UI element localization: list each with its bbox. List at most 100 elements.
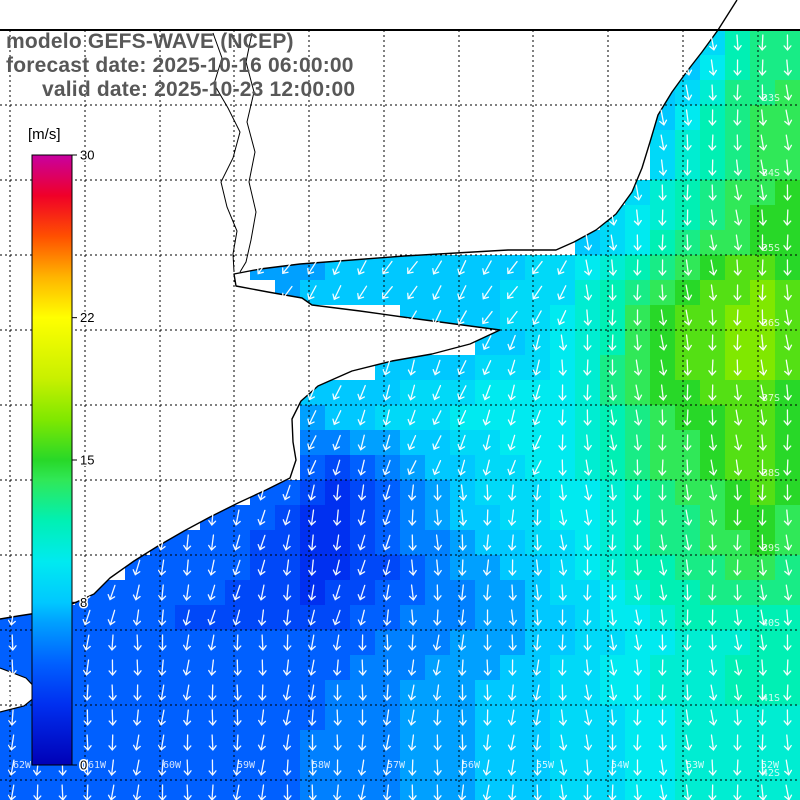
- wind-arrow: [708, 284, 717, 301]
- wind-arrow: [734, 184, 743, 201]
- wind-arrow: [784, 759, 793, 776]
- wind-arrow: [733, 709, 742, 727]
- wind-arrow: [207, 609, 216, 626]
- wind-arrow: [282, 684, 291, 701]
- wind-arrow: [233, 659, 242, 677]
- wind-arrow: [233, 759, 242, 776]
- wind-arrow: [357, 459, 366, 476]
- wind-arrow: [709, 684, 718, 701]
- wind-arrow: [282, 534, 291, 551]
- wind-arrow: [559, 534, 568, 551]
- wind-arrow: [458, 759, 467, 777]
- wind-arrow: [658, 384, 667, 401]
- wind-arrow: [108, 634, 117, 651]
- wind-arrow: [358, 484, 367, 501]
- wind-arrow: [758, 259, 767, 277]
- wind-arrow: [158, 759, 167, 776]
- wind-arrow: [382, 359, 391, 376]
- wind-arrow: [758, 109, 767, 126]
- wind-arrow: [683, 334, 692, 351]
- wind-arrow: [584, 484, 593, 501]
- wind-arrow: [208, 709, 217, 727]
- wind-arrow: [733, 684, 743, 701]
- wind-arrow: [507, 734, 516, 751]
- wind-arrow: [758, 34, 767, 52]
- wind-arrow: [733, 534, 742, 552]
- wind-arrow: [608, 759, 617, 777]
- wind-arrow: [684, 509, 693, 526]
- wind-arrow: [559, 509, 568, 526]
- wind-arrow: [783, 159, 792, 176]
- wind-arrow: [8, 634, 17, 652]
- wind-arrow: [759, 584, 768, 601]
- wind-arrow: [733, 559, 742, 577]
- wind-arrow: [533, 609, 542, 626]
- wind-arrow: [533, 534, 542, 552]
- wind-arrow: [708, 359, 717, 377]
- wind-arrow: [382, 584, 391, 601]
- wind-arrow: [307, 609, 316, 626]
- wind-arrow: [182, 634, 191, 651]
- wind-arrow: [308, 759, 317, 777]
- wind-arrow: [383, 659, 392, 677]
- wind-arrow: [258, 609, 267, 626]
- wind-arrow: [432, 435, 442, 451]
- wind-arrow: [634, 584, 643, 601]
- wind-arrow: [233, 634, 242, 652]
- wind-arrow: [658, 209, 667, 227]
- wind-arrow: [608, 384, 617, 401]
- wind-arrow: [458, 484, 467, 501]
- wind-arrow: [407, 285, 418, 300]
- wind-arrow: [634, 409, 643, 426]
- wind-arrow: [684, 284, 693, 301]
- lon-label: 52W: [761, 760, 780, 771]
- wind-arrow: [132, 759, 141, 776]
- wind-arrow: [533, 734, 542, 751]
- wind-arrow: [557, 260, 567, 275]
- valid-date-line: valid date: 2025-10-23 12:00:00: [42, 78, 356, 101]
- colorbar-tick-label: 22: [80, 310, 94, 325]
- wind-arrow: [658, 259, 667, 277]
- wind-arrow: [708, 509, 717, 526]
- wind-arrow: [734, 434, 743, 451]
- wind-arrow: [108, 709, 117, 727]
- wind-arrow: [382, 434, 391, 451]
- wind-arrow: [558, 634, 567, 652]
- wind-arrow: [784, 559, 793, 576]
- wind-arrow: [207, 584, 216, 601]
- wind-arrow: [332, 410, 342, 426]
- wind-arrow: [508, 684, 517, 701]
- wind-arrow: [658, 284, 667, 302]
- wind-arrow: [482, 335, 492, 351]
- wind-arrow: [408, 509, 417, 527]
- wind-arrow: [133, 609, 142, 626]
- lat-label: 42S: [762, 768, 780, 779]
- wind-arrow: [784, 134, 793, 151]
- wind-arrow: [283, 584, 292, 601]
- wind-arrow: [457, 285, 467, 301]
- wind-arrow: [432, 659, 441, 676]
- wind-arrow: [432, 384, 442, 401]
- wind-arrow: [483, 559, 492, 576]
- wind-arrow: [532, 409, 541, 426]
- wind-arrow: [358, 659, 367, 677]
- wind-arrow: [658, 484, 667, 502]
- colorbar-tick-label: 30: [80, 148, 94, 163]
- wind-arrow: [633, 734, 642, 752]
- wind-arrow: [533, 484, 542, 501]
- wind-arrow: [283, 559, 292, 576]
- wind-arrow: [634, 359, 643, 376]
- wind-arrow: [708, 209, 717, 226]
- wind-arrow: [684, 309, 693, 326]
- wind-arrow: [683, 434, 692, 452]
- wind-arrow: [383, 609, 392, 626]
- wind-arrow: [583, 634, 592, 652]
- wind-arrow: [458, 609, 467, 626]
- wind-arrow: [507, 709, 516, 726]
- wind-arrow: [759, 384, 768, 401]
- wind-arrow: [683, 409, 692, 427]
- wind-arrow: [357, 759, 366, 776]
- wind-arrow: [634, 184, 643, 201]
- wind-arrow: [83, 684, 92, 702]
- wind-arrow: [758, 759, 767, 777]
